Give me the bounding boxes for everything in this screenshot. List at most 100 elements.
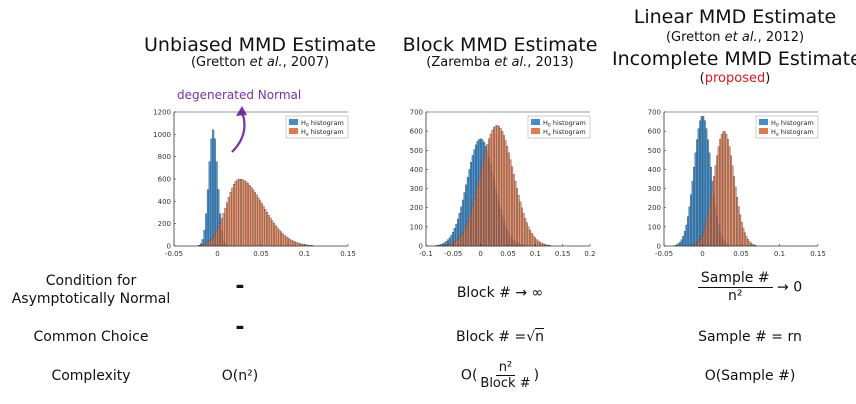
histogram-bar-ha bbox=[252, 189, 255, 247]
histogram-bar-ha bbox=[253, 191, 256, 247]
x-tick-label: -0.05 bbox=[655, 250, 673, 258]
histogram-bar-ha bbox=[723, 131, 726, 247]
histogram-bar-ha bbox=[496, 125, 499, 247]
histogram-bar-ha bbox=[478, 178, 481, 247]
histogram-bar-ha bbox=[748, 241, 751, 247]
histogram-bar-ha bbox=[271, 220, 274, 247]
histogram-bar-ha bbox=[250, 187, 253, 247]
histogram-bar-ha bbox=[227, 197, 230, 247]
histogram-bar-h0 bbox=[208, 161, 211, 247]
histogram-bar-h0 bbox=[683, 231, 686, 247]
histogram-bar-ha bbox=[465, 225, 468, 247]
row-label-complexity: Complexity bbox=[51, 368, 131, 384]
col3-title-top: Linear MMD Estimate bbox=[633, 6, 837, 28]
x-tick-label: 0 bbox=[700, 250, 704, 258]
histogram-bar-ha bbox=[711, 186, 714, 247]
x-tick-label: -0.1 bbox=[419, 250, 433, 258]
legend-label: H0 histogram bbox=[543, 119, 586, 129]
y-tick-label: 0 bbox=[419, 243, 423, 251]
histogram-bar-ha bbox=[288, 238, 291, 247]
histogram-bar-ha bbox=[274, 225, 277, 247]
histogram-bar-ha bbox=[535, 239, 538, 247]
histogram-bar-ha bbox=[453, 241, 456, 247]
y-tick-label: 600 bbox=[648, 128, 661, 136]
histogram-bar-ha bbox=[737, 206, 740, 247]
histogram-bar-h0 bbox=[696, 139, 699, 247]
histogram-bar-ha bbox=[727, 139, 729, 247]
legend-swatch bbox=[531, 119, 540, 125]
histogram-bar-h0 bbox=[679, 241, 682, 247]
histogram-bar-ha bbox=[281, 233, 284, 247]
y-tick-label: 1000 bbox=[153, 131, 171, 139]
histogram-bar-ha bbox=[739, 214, 742, 247]
histogram-bar-ha bbox=[502, 135, 505, 247]
histogram-bar-h0 bbox=[213, 138, 216, 247]
degenerated-normal-annotation: degenerated Normal bbox=[177, 88, 302, 102]
histogram-bar-h0 bbox=[210, 138, 213, 247]
x-tick-label: 0.1 bbox=[299, 250, 310, 258]
histogram-bar-ha bbox=[264, 209, 267, 247]
histogram-bar-ha bbox=[455, 240, 458, 247]
legend-label: H0 histogram bbox=[301, 119, 344, 129]
y-tick-label: 100 bbox=[648, 223, 661, 231]
legend-box bbox=[285, 115, 349, 139]
histogram-bar-ha bbox=[286, 237, 289, 247]
histogram-bar-ha bbox=[514, 181, 517, 247]
histogram-bar-ha bbox=[498, 126, 500, 247]
histogram-bar-ha bbox=[238, 178, 241, 247]
x-tick-label: 0.05 bbox=[253, 250, 269, 258]
histogram-bar-ha bbox=[475, 192, 477, 247]
histogram-bar-ha bbox=[516, 188, 518, 247]
histogram-bar-ha bbox=[212, 236, 215, 247]
y-tick-label: 300 bbox=[648, 185, 661, 193]
x-tick-label: 0 bbox=[215, 250, 219, 258]
histogram-bar-h0 bbox=[697, 128, 700, 247]
histogram-bar-h0 bbox=[203, 230, 206, 247]
legend-label: Ha histogram bbox=[771, 128, 814, 138]
histogram-bar-ha bbox=[213, 234, 216, 247]
col1-title: Unbiased MMD Estimate bbox=[144, 34, 376, 56]
legend-swatch bbox=[289, 128, 298, 134]
histogram-bar-ha bbox=[236, 179, 239, 247]
histogram-bar-h0 bbox=[691, 181, 694, 247]
histogram-bar-ha bbox=[471, 205, 474, 247]
histogram-bar-ha bbox=[509, 159, 512, 247]
x-tick-label: 0.15 bbox=[555, 250, 571, 258]
row-label-common-choice: Common Choice bbox=[33, 329, 149, 345]
histogram-bar-ha bbox=[208, 240, 211, 247]
histogram-bar-ha bbox=[262, 206, 265, 247]
y-tick-label: 200 bbox=[410, 204, 423, 212]
histogram-bar-ha bbox=[239, 179, 242, 247]
histogram-bar-ha bbox=[269, 217, 272, 247]
legend-swatch bbox=[289, 119, 298, 125]
y-tick-label: 700 bbox=[410, 109, 423, 117]
histogram-bar-ha bbox=[241, 179, 244, 247]
histogram-bar-h0 bbox=[685, 224, 688, 247]
histogram-bar-ha bbox=[297, 242, 300, 247]
unbiased-complexity: O(n²) bbox=[221, 368, 259, 384]
histogram-bar-ha bbox=[488, 138, 491, 247]
legend-label: Ha histogram bbox=[301, 128, 344, 138]
histogram-bar-ha bbox=[520, 207, 523, 247]
histogram-bar-ha bbox=[463, 229, 466, 247]
col2-title: Block MMD Estimate bbox=[402, 34, 598, 56]
block-condition: Block # → ∞ bbox=[456, 285, 544, 301]
histogram-bar-ha bbox=[473, 199, 476, 247]
histogram-bar-ha bbox=[499, 128, 502, 247]
histogram-bar-ha bbox=[278, 229, 281, 247]
x-tick-label: 0.15 bbox=[340, 250, 356, 258]
histogram-bar-ha bbox=[470, 211, 473, 247]
histogram-bar-ha bbox=[720, 134, 723, 247]
y-tick-label: 600 bbox=[410, 128, 423, 136]
histogram-bar-ha bbox=[476, 185, 479, 247]
histogram-bar-h0 bbox=[702, 116, 705, 247]
col1-citation: (Gretton et al., 2007) bbox=[190, 55, 330, 70]
y-tick-label: 300 bbox=[410, 185, 423, 193]
histogram-bar-ha bbox=[537, 240, 540, 247]
histogram-bar-h0 bbox=[690, 194, 692, 247]
legend-swatch bbox=[759, 119, 768, 125]
histogram-bar-ha bbox=[699, 239, 702, 247]
histogram-bar-ha bbox=[512, 173, 515, 247]
histogram-bar-h0 bbox=[703, 120, 706, 247]
x-tick-label: -0.05 bbox=[165, 250, 183, 258]
